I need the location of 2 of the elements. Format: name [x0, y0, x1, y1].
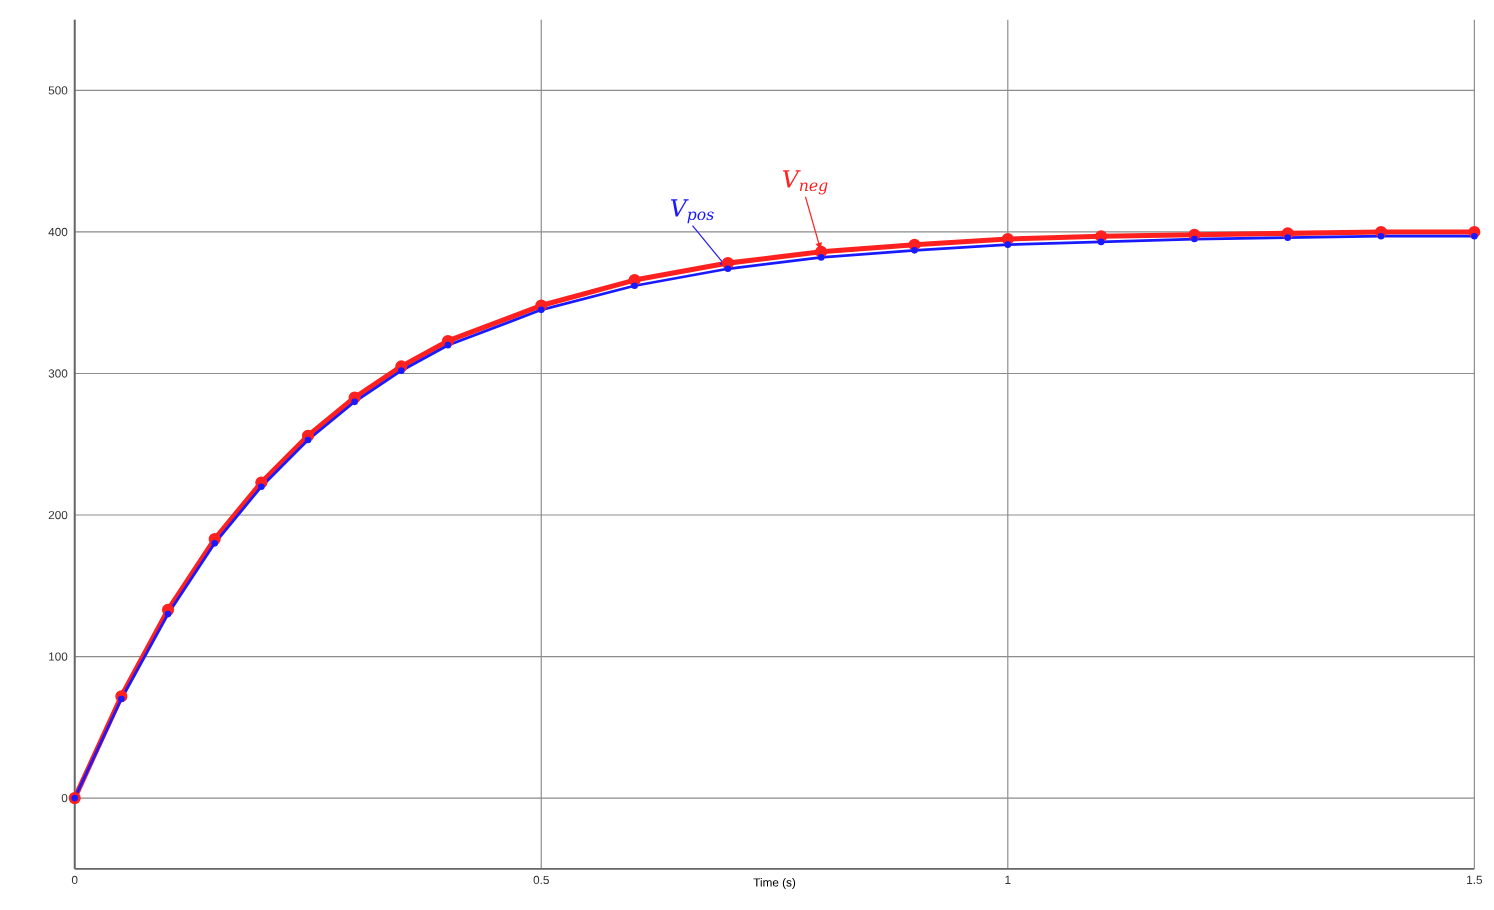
text: V$_{neg}$: [782, 170, 828, 195]
series-label: V$_{pos}$: [670, 199, 714, 224]
